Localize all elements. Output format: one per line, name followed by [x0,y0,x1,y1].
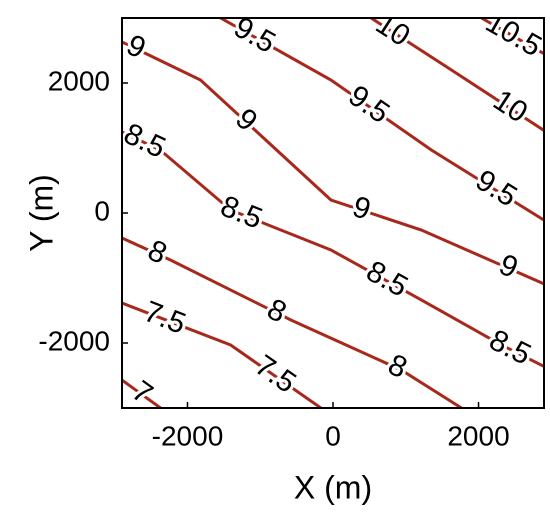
contour-line [219,18,544,222]
contour-label: 7.5 [139,295,190,341]
y-tick-label: 0 [94,195,110,226]
contour-line [122,236,463,408]
contour-label: 8 [383,348,412,385]
contour-label: 8.5 [119,117,171,165]
plot-frame [121,17,545,409]
contour-label: 10.5 [480,6,547,64]
x-axis-label: X (m) [294,469,372,505]
plot-area: 77.57.58888.58.58.58.599999.59.59.510101… [119,6,547,411]
contour-label: 7 [126,374,159,411]
contour-label: 9.5 [342,79,395,130]
x-tick-label: 2000 [447,420,509,451]
y-axis-label: Y (m) [23,174,59,252]
contour-label: 9 [121,29,150,66]
contour-label: 9.5 [470,164,523,214]
contour-line [370,18,544,132]
contour-label: 8.5 [216,190,267,236]
contour-label: 8 [262,293,292,330]
contour-label: 8.5 [484,323,536,371]
contour-label: 8.5 [361,255,413,304]
contour-line [122,378,162,408]
contour-label: 10 [487,84,533,130]
contour-line [480,18,544,56]
contour-label: 8 [143,234,172,271]
contour-line [122,130,544,368]
y-tick-label: 2000 [48,65,110,96]
x-tick-label: 0 [325,420,341,451]
contour-label: 9 [494,248,523,285]
contour-line [122,301,322,408]
contour-label: 10 [370,7,416,53]
contour-line [122,40,544,286]
x-tick-label: -2000 [152,420,224,451]
contour-label: 9 [348,190,374,227]
y-tick-label: -2000 [38,325,110,356]
contour-label: 7.5 [249,349,302,400]
